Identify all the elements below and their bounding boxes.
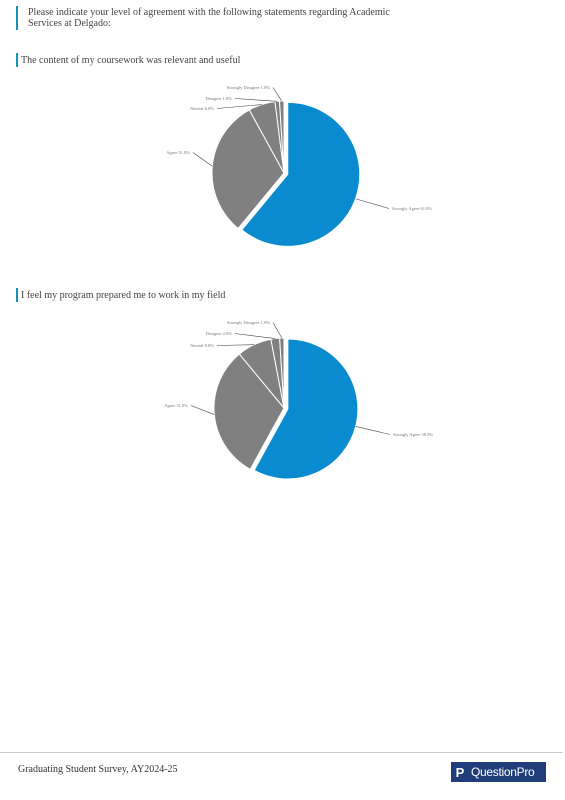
logo-text: QuestionPro [469,762,546,782]
chart-1-title-bar [16,53,18,67]
slice-label: Disagree 1.0% [206,96,233,101]
leader-line [234,333,276,339]
leader-line [272,322,283,339]
survey-title: Graduating Student Survey, AY2024-25 [18,764,178,775]
slice-label: Strongly Agree 61.0% [392,206,432,211]
pie-chart-2: Strongly Agree 58.0% Agree 31.0% Neutral 8… [164,320,433,480]
chart-2-title: I feel my program prepared me to work in… [21,290,226,301]
leader-line [272,87,282,102]
header-accent-bar [16,6,18,30]
slice-label: Strongly Agree 58.0% [393,432,433,437]
leader-line [216,344,255,346]
leader-line [234,98,278,102]
logo-mark-icon: P [451,762,469,782]
slice-label: Neutral 8.0% [190,343,214,348]
leader-line [216,104,262,109]
question-text: Please indicate your level of agreement … [28,7,390,29]
leader-line [355,426,391,435]
slice-label: Disagree 2.0% [206,331,233,336]
slice-label: Strongly Disagree 1.0% [227,320,270,325]
footer-divider [0,752,563,753]
slice-label: Neutral 6.0% [190,106,214,111]
chart-2-title-bar [16,288,18,302]
pie-slice-strongly-agree [241,101,361,247]
slice-label: Agree 31.0% [166,150,190,155]
leader-line [192,152,213,167]
pie-slice-strongly-disagree [279,337,285,409]
slice-label: Agree 31.0% [164,403,188,408]
leader-line [190,405,215,415]
pie-chart-1: Strongly Agree 61.0% Agree 31.0% Neutral 6… [166,85,432,247]
pie-slice-strongly-agree [253,338,359,480]
questionpro-logo: P QuestionPro [451,762,546,782]
leader-line [355,198,390,209]
slice-label: Strongly Disagree 1.0% [227,85,270,90]
chart-1-title: The content of my coursework was relevan… [21,55,241,66]
